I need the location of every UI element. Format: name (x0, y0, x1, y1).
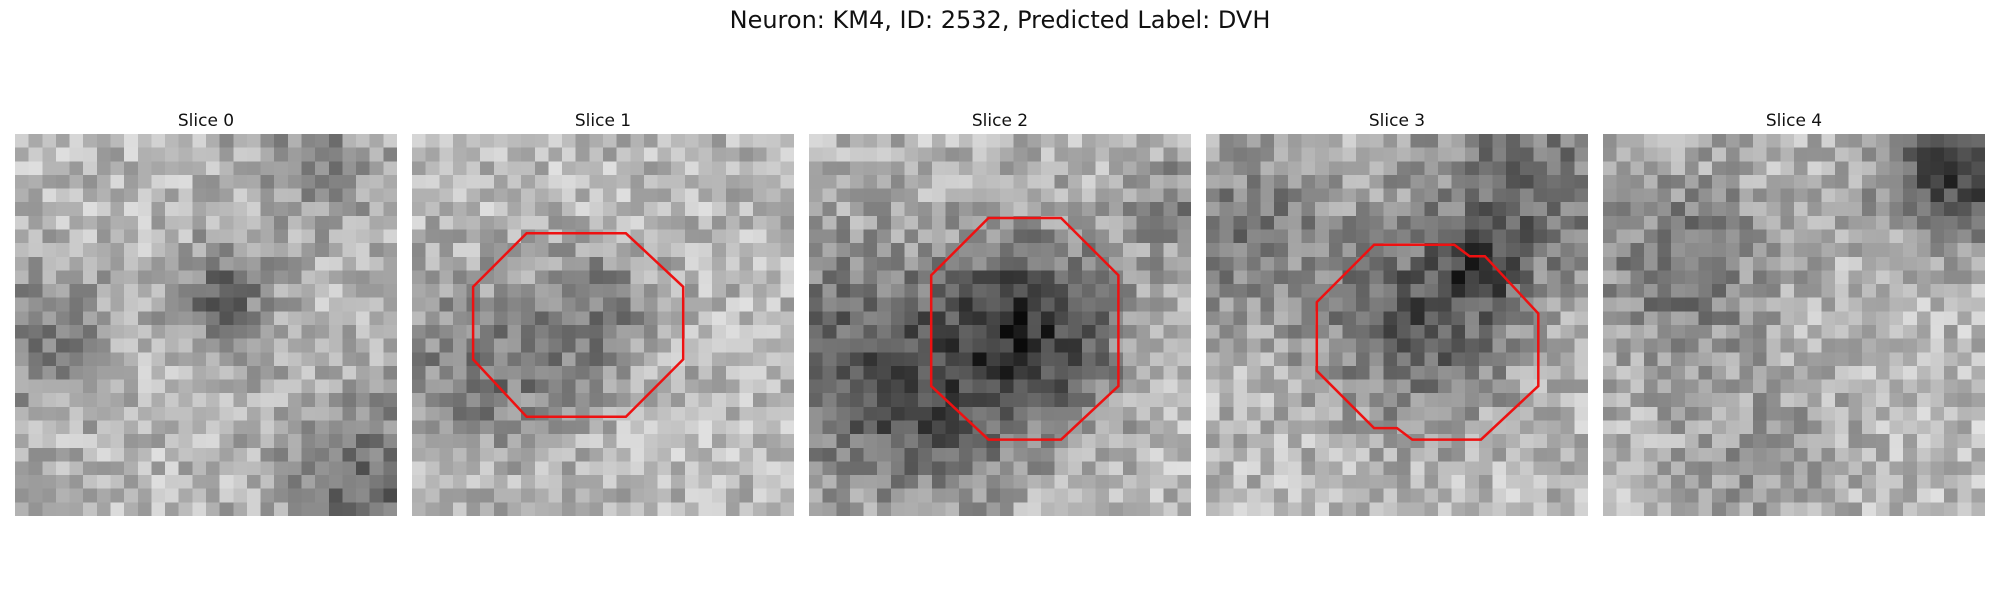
slice-image-3 (1206, 134, 1588, 516)
neuron-contour-1 (471, 232, 685, 418)
figure-title: Neuron: KM4, ID: 2532, Predicted Label: … (729, 6, 1271, 34)
slice-panel-4: Slice 4 (1603, 108, 1985, 516)
slice-title-2: Slice 2 (971, 111, 1029, 131)
neuron-contour-3 (1315, 243, 1540, 441)
slice-panel-3: Slice 3 (1206, 108, 1588, 516)
slice-panel-1: Slice 1 (412, 108, 794, 516)
slice-image-2 (809, 134, 1191, 516)
neuron-contour-2 (929, 216, 1120, 441)
slice-title-3: Slice 3 (1368, 111, 1426, 131)
slice-image-0 (15, 134, 397, 516)
slice-image-4 (1603, 134, 1985, 516)
slice-title-1: Slice 1 (574, 111, 632, 131)
slice-panel-0: Slice 0 (15, 108, 397, 516)
slice-title-0: Slice 0 (177, 111, 235, 131)
slice-title-4: Slice 4 (1765, 111, 1823, 131)
slice-image-1 (412, 134, 794, 516)
slice-panel-2: Slice 2 (809, 108, 1191, 516)
